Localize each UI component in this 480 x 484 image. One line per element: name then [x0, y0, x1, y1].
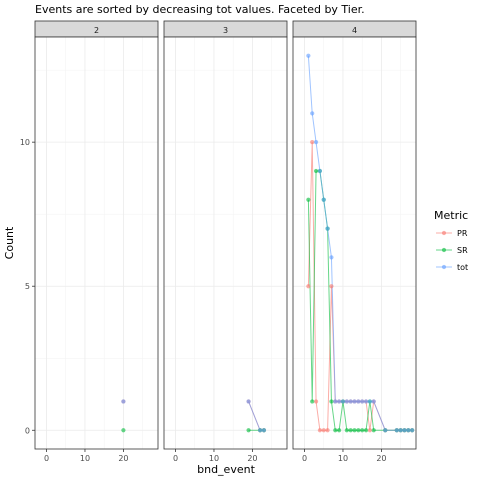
legend-key-point: [441, 264, 447, 270]
data-point-SR: [329, 399, 334, 404]
panel-border: [292, 36, 417, 450]
data-point-tot: [344, 399, 349, 404]
data-point-SR: [360, 428, 365, 433]
data-point-tot: [383, 428, 388, 433]
data-point-tot: [348, 399, 353, 404]
data-point-PR: [317, 428, 323, 433]
data-point-tot: [394, 428, 399, 433]
data-point-tot: [246, 399, 251, 404]
x-tick-label: 0: [302, 454, 307, 463]
data-point-tot: [121, 399, 126, 404]
data-point-PR: [329, 284, 334, 289]
legend-label: SR: [457, 246, 468, 255]
data-point-tot: [352, 399, 357, 404]
data-point-tot: [402, 428, 407, 433]
data-point-tot: [340, 399, 346, 404]
data-point-tot: [356, 399, 361, 404]
legend-item-PR: PR: [436, 229, 468, 238]
data-point-tot: [398, 428, 403, 433]
legend-item-SR: SR: [436, 246, 468, 255]
legend-title: Metric: [434, 209, 468, 222]
data-point-tot: [306, 53, 311, 58]
data-point-SR: [306, 197, 311, 202]
legend-label: tot: [457, 263, 468, 272]
x-tick-label: 0: [173, 454, 178, 463]
data-point-SR: [352, 428, 357, 433]
x-tick-label: 20: [376, 454, 386, 463]
x-tick-label: 10: [338, 454, 348, 463]
data-point-tot: [313, 140, 319, 145]
facet-panel-3: 3 0 10 20: [163, 20, 288, 463]
data-point-tot: [363, 399, 369, 404]
data-point-tot: [371, 399, 376, 404]
panel-background: [35, 37, 158, 449]
data-point-SR: [348, 428, 353, 433]
y-tick-label: 10: [20, 138, 30, 147]
data-point-SR: [121, 428, 126, 433]
data-point-tot: [325, 226, 330, 231]
data-point-tot: [329, 255, 334, 260]
y-tick-label: 0: [25, 426, 30, 435]
chart-title: Events are sorted by decreasing tot valu…: [35, 3, 365, 16]
data-point-SR: [337, 428, 342, 433]
data-point-tot: [360, 399, 365, 404]
data-point-tot: [261, 428, 267, 433]
legend-item-tot: tot: [436, 263, 468, 272]
legend: PR SR tot: [436, 229, 468, 272]
x-axis-label: bnd_event: [197, 463, 255, 476]
data-point-SR: [333, 428, 338, 433]
x-tick-label: 20: [247, 454, 257, 463]
data-point-SR: [371, 428, 376, 433]
facet-panel-4: 4 0 10 20: [292, 20, 417, 463]
legend-label: PR: [457, 229, 468, 238]
data-point-tot: [367, 399, 372, 404]
x-tick-label: 10: [209, 454, 219, 463]
data-point-SR: [310, 399, 315, 404]
panel-border: [163, 36, 288, 450]
data-point-SR: [356, 428, 361, 433]
data-point-tot: [310, 111, 315, 116]
data-point-tot: [321, 197, 326, 202]
data-point-SR: [363, 428, 369, 433]
facet-strip-label: 2: [94, 26, 99, 35]
data-point-SR: [313, 168, 319, 174]
data-point-PR: [306, 284, 311, 289]
legend-key-point: [441, 230, 447, 236]
x-tick-label: 20: [118, 454, 128, 463]
data-point-SR: [246, 428, 251, 433]
data-point-SR: [344, 428, 349, 433]
data-point-PR: [310, 140, 315, 145]
panel-background: [164, 37, 287, 449]
facet-strip-label: 3: [223, 26, 228, 35]
data-point-PR: [313, 399, 319, 404]
data-point-tot: [410, 428, 415, 433]
legend-key-point: [441, 247, 447, 253]
x-tick-label: 0: [44, 454, 49, 463]
y-tick-label: 5: [25, 282, 30, 291]
data-point-tot: [257, 428, 263, 433]
data-point-tot: [406, 428, 411, 433]
x-tick-label: 10: [80, 454, 90, 463]
y-axis-label: Count: [3, 226, 16, 259]
data-point-PR: [367, 428, 372, 433]
data-point-tot: [333, 399, 338, 404]
panel-border: [34, 36, 159, 450]
data-point-tot: [317, 168, 323, 174]
facet-strip-label: 4: [352, 26, 357, 35]
data-point-PR: [325, 428, 330, 433]
data-point-PR: [321, 428, 326, 433]
data-point-tot: [337, 399, 342, 404]
